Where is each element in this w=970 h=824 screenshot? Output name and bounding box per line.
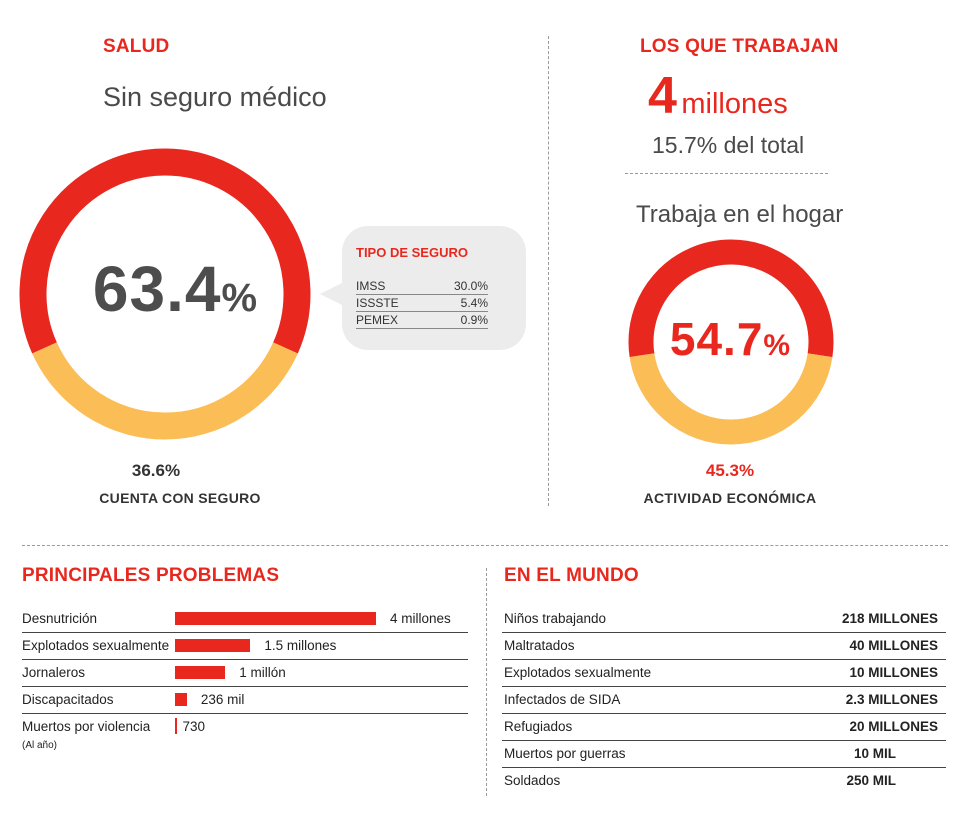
mundo-row-label: Refugiados bbox=[504, 719, 573, 734]
trabajan-bottom-value: 45.3% bbox=[705, 461, 755, 480]
mundo-title: EN EL MUNDO bbox=[504, 565, 639, 586]
problemas-row: Discapacitados 236 mil bbox=[22, 687, 468, 714]
salud-bottom-value: 36.6% bbox=[131, 461, 181, 480]
mundo-row-value: 250 MIL bbox=[846, 773, 896, 788]
problemas-bar-value: 4 millones bbox=[390, 611, 451, 626]
problemas-bar bbox=[175, 639, 251, 652]
salud-center-value: 63.4 bbox=[92, 253, 222, 325]
tipo-seguro-row: IMSS 30.0% bbox=[356, 279, 488, 295]
mundo-row-value: 2.3 MILLONES bbox=[845, 692, 938, 707]
problemas-row-label: Desnutrición bbox=[22, 611, 98, 626]
problemas-row: Desnutrición 4 millones bbox=[22, 606, 468, 633]
mundo-row-label: Soldados bbox=[504, 773, 561, 788]
problemas-row-label: Discapacitados bbox=[22, 692, 114, 707]
mundo-row: Maltratados 40 MILLONES bbox=[502, 632, 946, 660]
tipo-seguro-title: TIPO DE SEGURO bbox=[356, 245, 468, 260]
problemas-bar bbox=[175, 718, 177, 734]
mundo-row-value: 10 MILLONES bbox=[849, 665, 938, 680]
mundo-row: Explotados sexualmente 10 MILLONES bbox=[502, 659, 946, 687]
salud-subtitle: Sin seguro médico bbox=[103, 82, 327, 112]
salud-center-unit: % bbox=[221, 276, 258, 320]
mundo-row-value: 218 MILLONES bbox=[841, 611, 938, 626]
problemas-bar bbox=[175, 693, 187, 706]
problemas-row-label: Muertos por violencia bbox=[22, 719, 151, 734]
salud-donut-chart bbox=[19, 148, 311, 440]
problemas-bar bbox=[175, 666, 226, 679]
trabajan-donut-chart bbox=[628, 239, 834, 445]
salud-donut-secondary-segment bbox=[32, 342, 298, 440]
trabajan-title: LOS QUE TRABAJAN bbox=[640, 36, 839, 57]
mundo-row-label: Maltratados bbox=[504, 638, 575, 653]
tipo-seguro-value: 5.4% bbox=[460, 296, 488, 310]
problemas-row: Muertos por violencia 730 bbox=[22, 714, 468, 740]
salud-center-label: 63.4% bbox=[60, 252, 290, 326]
tipo-seguro-value: 0.9% bbox=[460, 313, 488, 327]
tooltip-arrow bbox=[320, 282, 344, 306]
salud-bottom-label: CUENTA CON SEGURO bbox=[99, 490, 261, 506]
tipo-seguro-row: ISSSTE 5.4% bbox=[356, 296, 488, 312]
tipo-seguro-label: ISSSTE bbox=[356, 296, 399, 310]
problemas-bar-value: 730 bbox=[182, 719, 206, 734]
problemas-bar-value: 1 millón bbox=[239, 665, 286, 680]
salud-donut-main-segment bbox=[19, 148, 311, 354]
bottom-vertical-divider bbox=[486, 568, 487, 796]
trabajan-center-label: 54.7% bbox=[640, 312, 820, 366]
problemas-bar bbox=[175, 612, 376, 625]
salud-title: SALUD bbox=[103, 36, 170, 57]
tipo-seguro-label: PEMEX bbox=[356, 313, 399, 327]
vertical-divider bbox=[548, 36, 549, 506]
problemas-row-label: Explotados sexualmente bbox=[22, 638, 170, 653]
trabajan-divider bbox=[625, 173, 828, 174]
mundo-row-value: 10 MIL bbox=[853, 746, 896, 761]
mundo-row-label: Niños trabajando bbox=[504, 611, 607, 626]
problemas-row-label: Jornaleros bbox=[22, 665, 86, 680]
trabajan-big-unit: millones bbox=[681, 88, 788, 120]
tipo-seguro-tooltip bbox=[342, 226, 526, 350]
trabajan-donut bbox=[628, 239, 834, 445]
mundo-row-label: Explotados sexualmente bbox=[504, 665, 652, 680]
problemas-title: PRINCIPALES PROBLEMAS bbox=[22, 565, 280, 586]
trabajan-big-number: 4 bbox=[648, 67, 677, 125]
tipo-seguro-value: 30.0% bbox=[453, 279, 488, 293]
salud-donut bbox=[19, 148, 311, 440]
mundo-row: Niños trabajando 218 MILLONES bbox=[502, 605, 946, 633]
trabajan-center-value: 54.7 bbox=[669, 313, 764, 365]
problemas-bar-value: 236 mil bbox=[200, 692, 245, 707]
mundo-row: Soldados 250 MIL bbox=[502, 767, 946, 794]
trabajan-bottom-label: ACTIVIDAD ECONÓMICA bbox=[643, 490, 817, 506]
mundo-row: Refugiados 20 MILLONES bbox=[502, 713, 946, 741]
mundo-row-value: 20 MILLONES bbox=[849, 719, 938, 734]
mundo-row: Infectados de SIDA 2.3 MILLONES bbox=[502, 686, 946, 714]
tipo-seguro-label: IMSS bbox=[356, 279, 386, 293]
problemas-bar-value: 1.5 millones bbox=[264, 638, 337, 653]
mundo-row: Muertos por guerras 10 MIL bbox=[502, 740, 946, 768]
mundo-row-label: Infectados de SIDA bbox=[504, 692, 621, 707]
trabajan-donut-main-segment bbox=[628, 239, 834, 358]
trabajan-donut-secondary-segment bbox=[629, 353, 833, 445]
problemas-row: Explotados sexualmente 1.5 millones bbox=[22, 633, 468, 660]
problemas-row: Jornaleros 1 millón bbox=[22, 660, 468, 687]
trabajan-center-unit: % bbox=[763, 329, 791, 362]
tipo-seguro-row: PEMEX 0.9% bbox=[356, 313, 488, 329]
mundo-row-value: 40 MILLONES bbox=[849, 638, 938, 653]
problemas-note: (Al año) bbox=[22, 740, 58, 751]
trabajan-subtitle: Trabaja en el hogar bbox=[636, 201, 844, 228]
trabajan-total: 4 millones bbox=[648, 66, 788, 126]
trabajan-share: 15.7% del total bbox=[652, 132, 805, 158]
mundo-row-label: Muertos por guerras bbox=[504, 746, 626, 761]
horizontal-divider bbox=[22, 545, 948, 546]
